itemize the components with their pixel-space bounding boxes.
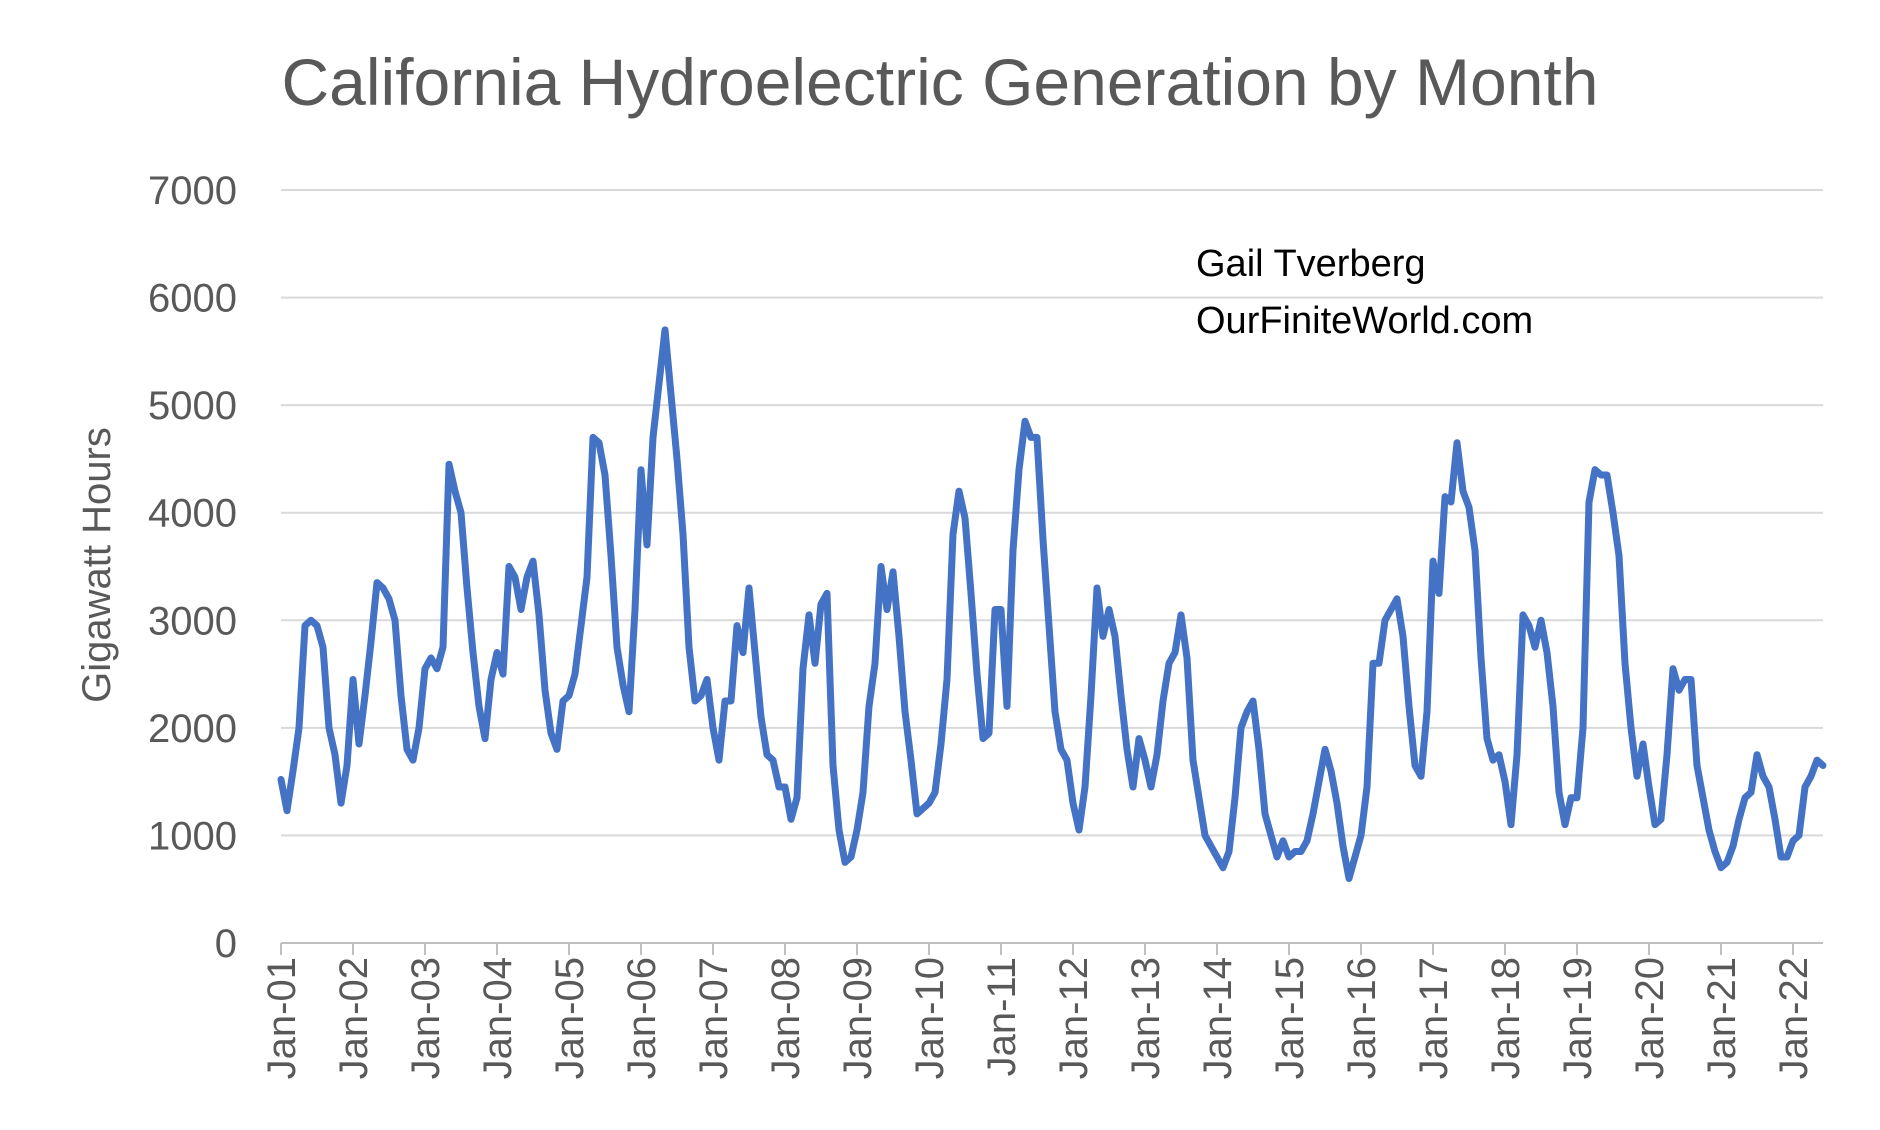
x-tick-label: Jan-10 — [908, 957, 952, 1079]
x-tick-label: Jan-13 — [1124, 957, 1168, 1079]
x-tick-label: Jan-19 — [1556, 957, 1600, 1079]
x-tick-label: Jan-16 — [1340, 957, 1384, 1079]
x-tick-label: Jan-17 — [1412, 957, 1456, 1079]
x-tick-label: Jan-20 — [1628, 957, 1672, 1079]
y-tick-label: 5000 — [148, 384, 237, 428]
y-tick-label: 2000 — [148, 707, 237, 751]
x-tick-label: Jan-18 — [1484, 957, 1528, 1079]
y-tick-label: 1000 — [148, 814, 237, 858]
y-tick-label: 4000 — [148, 492, 237, 536]
chart-title: California Hydroelectric Generation by M… — [282, 45, 1599, 119]
y-axis-ticks: 0 1000 2000 3000 4000 5000 6000 7000 — [148, 169, 237, 966]
x-tick-label: Jan-05 — [548, 957, 592, 1079]
annotation-website: OurFiniteWorld.com — [1196, 300, 1533, 342]
x-tick-label: Jan-11 — [980, 957, 1024, 1076]
x-tick-label: Jan-06 — [620, 957, 664, 1079]
y-tick-label: 7000 — [148, 169, 237, 213]
x-tick-label: Jan-01 — [260, 957, 304, 1079]
y-tick-label: 0 — [215, 922, 237, 966]
y-tick-label: 3000 — [148, 599, 237, 643]
x-tick-label: Jan-15 — [1268, 957, 1312, 1079]
x-tick-label: Jan-02 — [332, 957, 376, 1079]
x-axis-ticks: Jan-01 Jan-02 Jan-03 Jan-04 Jan-05 Jan-06 Jan-… — [260, 943, 1816, 1079]
x-tick-label: Jan-22 — [1772, 957, 1816, 1079]
x-tick-label: Jan-07 — [692, 957, 736, 1079]
x-tick-label: Jan-03 — [404, 957, 448, 1079]
series-line — [277, 326, 1827, 882]
x-tick-label: Jan-14 — [1196, 957, 1240, 1079]
y-axis-title: Gigawatt Hours — [75, 427, 119, 703]
x-tick-label: Jan-21 — [1700, 957, 1744, 1079]
x-tick-label: Jan-08 — [764, 957, 808, 1079]
annotation-author: Gail Tverberg — [1196, 243, 1426, 285]
x-tick-label: Jan-09 — [836, 957, 880, 1079]
x-tick-label: Jan-12 — [1052, 957, 1096, 1079]
x-tick-label: Jan-04 — [476, 957, 520, 1079]
y-tick-label: 6000 — [148, 277, 237, 321]
